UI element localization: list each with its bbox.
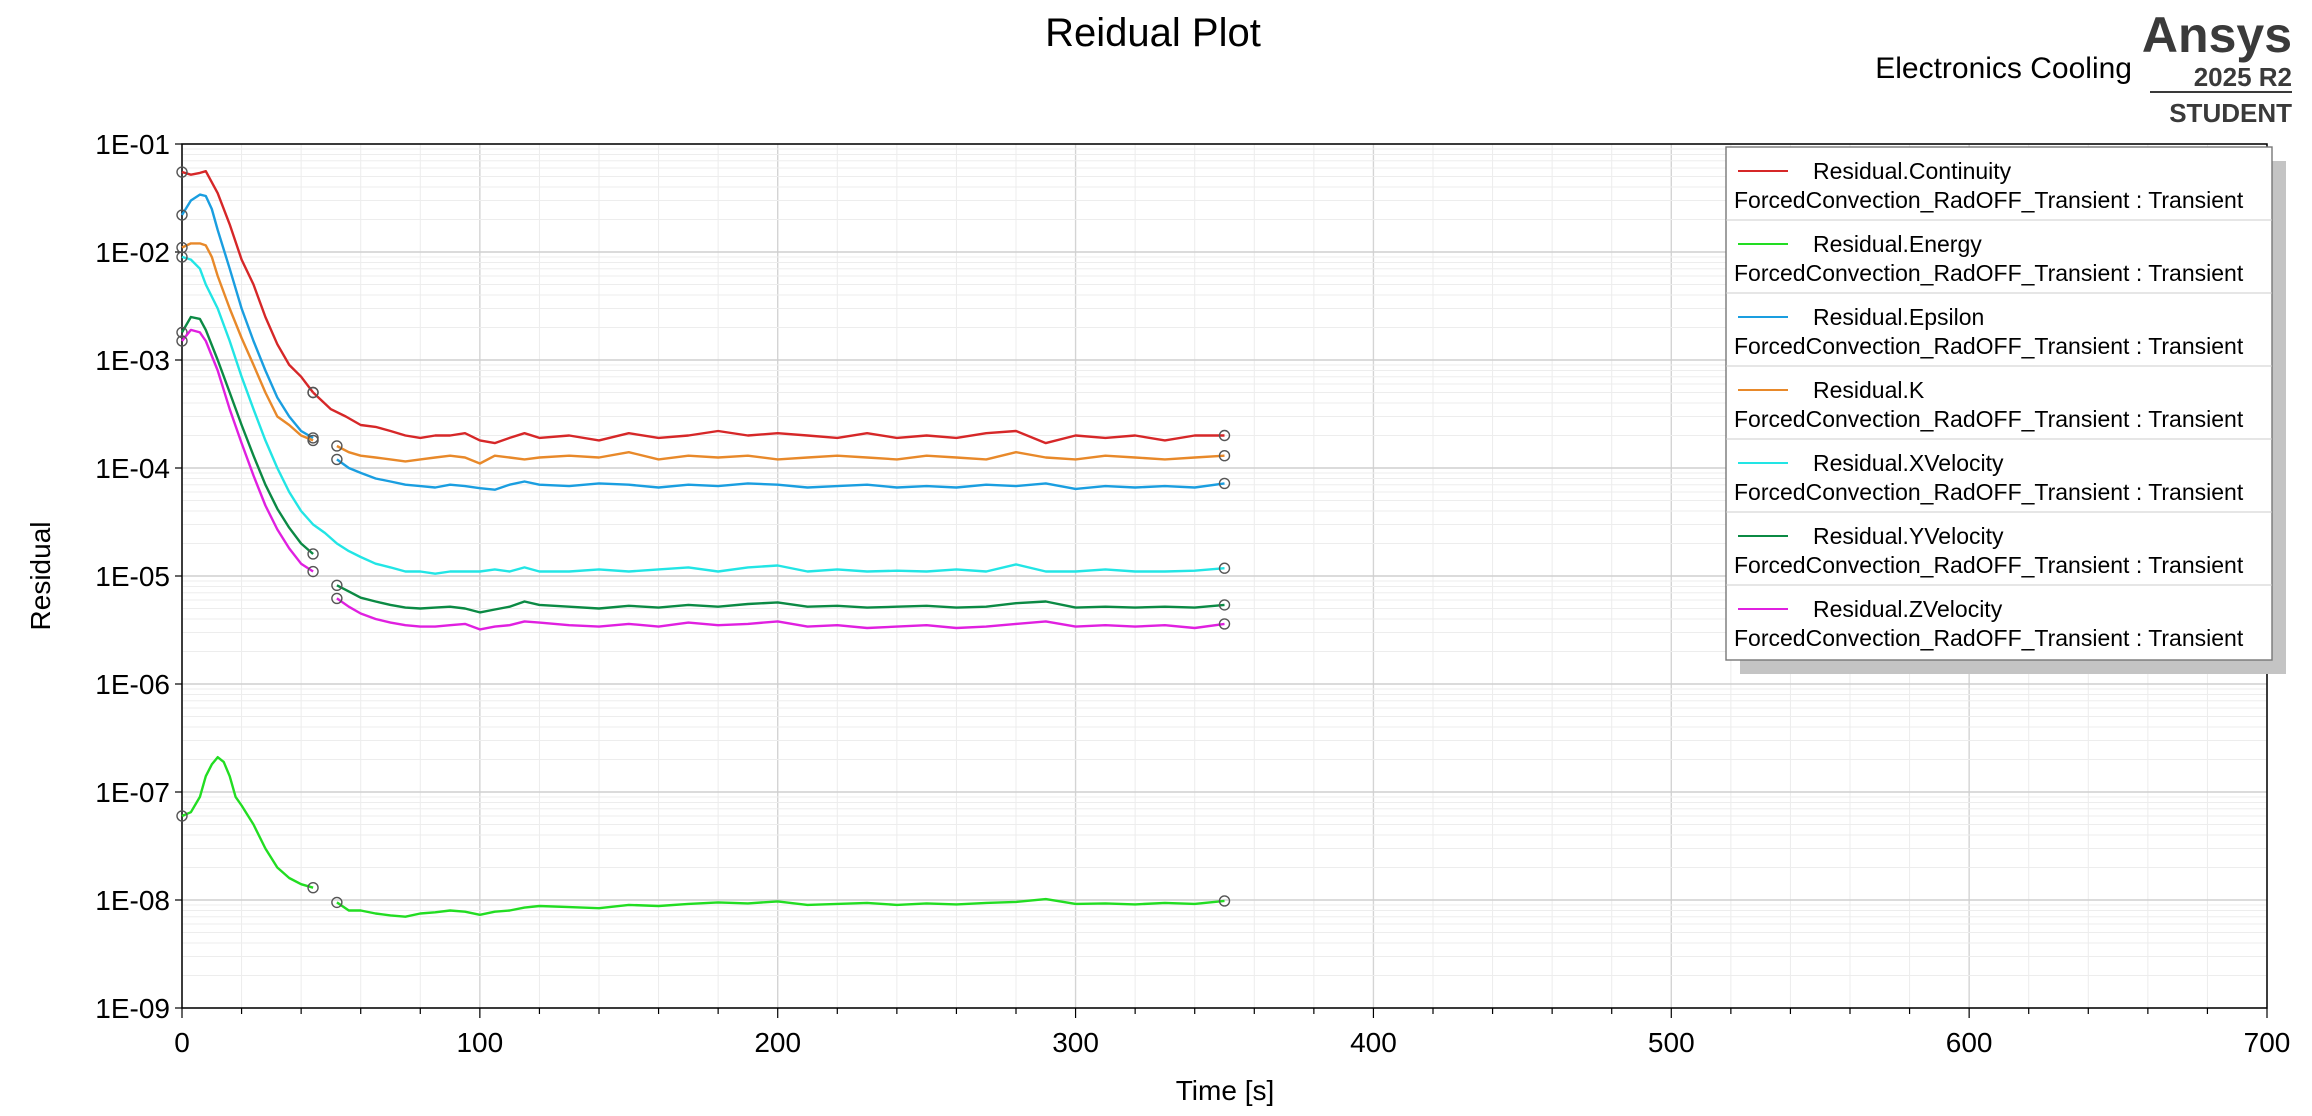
y-tick-label: 1E-05 [95,561,170,592]
series-line [181,242,314,442]
legend-series-name: Residual.K [1813,377,1925,403]
segment-start-marker [331,592,343,605]
brand-edition: STUDENT [2169,98,2292,128]
segment-end-marker [1218,477,1231,490]
legend-series-group: ForcedConvection_RadOFF_Transient : Tran… [1734,625,2244,651]
y-tick-label: 1E-09 [95,993,170,1024]
x-tick-label: 400 [1350,1027,1397,1058]
legend-item: Residual.XVelocity ForcedConvection_RadOF… [1734,450,2244,505]
series-line [181,328,314,573]
segment-start-marker [331,440,343,452]
segment-end-marker [1218,562,1231,574]
y-tick-label: 1E-06 [95,669,170,700]
series-line [180,193,314,439]
series-line [312,391,1225,445]
legend-box [1725,146,2273,661]
series-line [336,458,1225,491]
legend-item: Residual.Epsilon ForcedConvection_RadOFF_… [1734,304,2244,359]
segment-start-marker [176,251,188,263]
legend-series-group: ForcedConvection_RadOFF_Transient : Tran… [1734,552,2244,578]
series-line [181,756,314,889]
segment-end-marker [1218,895,1231,907]
x-tick-label: 200 [754,1027,801,1058]
y-tick-label: 1E-07 [95,777,170,808]
segment-start-marker [331,579,343,592]
legend-series-name: Residual.Epsilon [1813,304,1984,330]
legend-series-group: ForcedConvection_RadOFF_Transient : Tran… [1734,260,2244,286]
y-tick-label: 1E-08 [95,885,170,916]
series-residual-energy [176,756,1231,918]
chart-title: Reidual Plot [1045,11,1261,55]
y-tick-label: 1E-02 [95,237,170,268]
segment-end-marker [1218,599,1231,611]
series-residual-continuity [176,166,1231,445]
x-tick-label: 700 [2244,1027,2291,1058]
segment-end-marker [1218,449,1231,462]
segment-start-marker [176,209,188,221]
legend-item: Residual.Energy ForcedConvection_RadOFF_T… [1734,231,2244,286]
x-tick-label: 600 [1946,1027,1993,1058]
legend-series-group: ForcedConvection_RadOFF_Transient : Tran… [1734,479,2244,505]
series-residual-epsilon [176,193,1231,491]
data-series [176,166,1231,918]
legend-series-name: Residual.XVelocity [1813,450,2004,476]
segment-end-marker [1218,429,1231,442]
segment-end-marker [307,565,319,578]
series-residual-zvelocity [176,328,1231,631]
x-tick-label: 100 [456,1027,503,1058]
segment-start-marker [176,810,188,822]
legend-series-group: ForcedConvection_RadOFF_Transient : Tran… [1734,406,2244,432]
series-line [336,584,1225,614]
x-tick-label: 300 [1052,1027,1099,1058]
series-line [181,255,1225,575]
legend-series-group: ForcedConvection_RadOFF_Transient : Tran… [1734,333,2244,359]
x-axis-label: Time [s] [1176,1075,1275,1106]
y-tick-label: 1E-04 [95,453,170,484]
series-line [336,897,1225,918]
legend-item: Residual.ZVelocity ForcedConvection_RadOF… [1734,596,2244,651]
app-name: Electronics Cooling [1875,52,2132,85]
segment-start-marker [331,453,343,466]
axis-ticks: 1E-01 1E-02 1E-03 1E-04 1E-05 1E-06 1E-07 1E-08… [95,129,2290,1058]
legend-item: Residual.YVelocity ForcedConvection_RadOF… [1734,523,2244,578]
segment-end-marker [307,548,319,560]
segment-start-marker [176,326,188,339]
y-axis-label: Residual [25,522,56,631]
segment-start-marker [331,896,343,909]
series-line [336,597,1225,631]
segment-start-marker [176,335,188,347]
segment-start-marker [307,386,319,399]
brand-version: 2025 R2 [2194,62,2292,92]
segment-end-marker [307,881,319,894]
legend-item: Residual.Continuity ForcedConvection_RadO… [1734,158,2244,213]
legend-series-name: Residual.ZVelocity [1813,596,2003,622]
legend-series-name: Residual.Continuity [1813,158,2012,184]
brand-logo: Ansys [2142,7,2292,63]
series-line [181,169,315,394]
series-line [180,315,314,555]
series-residual-xvelocity [176,251,1231,575]
segment-end-marker [307,434,319,447]
series-line [336,444,1225,465]
y-tick-label: 1E-01 [95,129,170,160]
x-tick-label: 0 [174,1027,190,1058]
x-tick-label: 500 [1648,1027,1695,1058]
legend-series-group: ForcedConvection_RadOFF_Transient : Tran… [1734,187,2244,213]
series-residual-yvelocity [176,315,1231,614]
legend: Residual.Continuity ForcedConvection_RadO… [1725,146,2286,674]
legend-series-name: Residual.Energy [1813,231,1982,257]
segment-start-marker [176,166,188,178]
y-tick-label: 1E-03 [95,345,170,376]
legend-series-name: Residual.YVelocity [1813,523,2004,549]
legend-item: Residual.K ForcedConvection_RadOFF_Transi… [1734,377,2244,432]
segment-end-marker [1218,618,1231,630]
